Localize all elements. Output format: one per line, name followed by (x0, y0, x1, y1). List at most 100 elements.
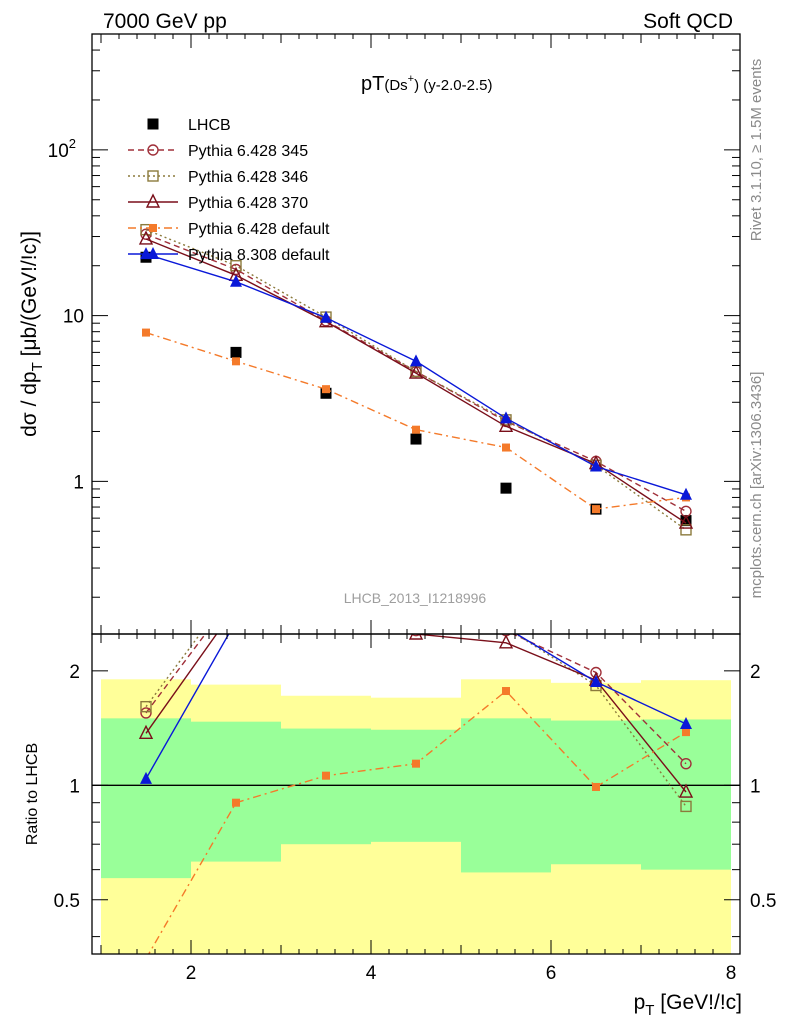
legend-marker-pythia-6-428-370 (145, 193, 161, 208)
rivet-version-label: Rivet 3.1.10, ≥ 1.5M events (748, 59, 765, 242)
legend-label-lhcb: LHCB (188, 117, 231, 134)
series-line-pythia-6-428-370 (145, 238, 687, 524)
data-point-pythia-6-428-370-7 (678, 514, 694, 529)
data-point-pythia-6-428-345-2 (231, 588, 241, 598)
legend-marker-pythia-6-428-default (149, 224, 157, 232)
data-point-pythia-6-428-default-2 (232, 798, 240, 807)
data-point-pythia-6-428-346-2 (231, 581, 241, 591)
data-point-pythia-6-428-default-1 (142, 328, 150, 337)
green-band-5 (461, 718, 551, 873)
data-point-pythia-6-428-default-5 (502, 687, 510, 696)
data-point-pythia-8-308-default-2 (230, 614, 242, 626)
data-point-pythia-6-428-370-4 (408, 364, 424, 379)
data-point-pythia-6-428-default-1 (142, 955, 150, 963)
data-point-pythia-6-428-345-7 (680, 757, 692, 770)
legend-marker-pythia-8-308-default (147, 247, 159, 259)
green-band-3 (281, 728, 371, 845)
main-y-tick-label-1: 1 (73, 472, 84, 493)
legend-entry-lhcb: LHCB (147, 117, 231, 134)
header-right: Soft QCD (643, 10, 733, 33)
data-point-pythia-6-428-346-3 (321, 604, 331, 614)
data-point-pythia-6-428-370-4 (408, 634, 424, 640)
axis-ticks: 2 4 6 8 1 10 102 0.5 0.5 1 1 2 2 (48, 33, 776, 984)
legend: LHCB Pythia 6.428 345 Pythia 6.428 346 Pyth… (128, 117, 330, 264)
series-pythia-6-428-default (142, 687, 690, 963)
data-point-pythia-6-428-346-4 (411, 623, 421, 633)
data-point-lhcb-7 (680, 515, 692, 527)
x-tick-label-6: 6 (546, 963, 557, 984)
data-point-lhcb-4 (410, 433, 422, 445)
x-axis-label: pT [GeV!/!c] (634, 991, 742, 1019)
data-point-lhcb-5 (500, 482, 512, 494)
data-point-pythia-6-428-345-4 (411, 634, 421, 637)
ratio-y-axis-label: Ratio to LHCB (24, 743, 41, 845)
green-band-7 (641, 719, 731, 870)
ratio-y-tick-label-right-1: 0.5 (750, 891, 776, 912)
x-tick-label-4: 4 (366, 963, 377, 984)
data-point-pythia-6-428-default-3 (322, 385, 330, 394)
data-point-pythia-8-308-default-5 (500, 621, 512, 633)
data-point-pythia-6-428-370-5 (498, 634, 514, 649)
data-point-pythia-8-308-default-4 (410, 354, 422, 367)
ratio-y-tick-label-right-3: 2 (750, 662, 761, 683)
data-point-pythia-8-308-default-3 (320, 310, 332, 323)
ratio-uncertainty-bands (92, 679, 740, 954)
data-point-pythia-8-308-default-6 (590, 674, 602, 687)
data-point-lhcb-3 (320, 387, 332, 399)
ratio-y-tick-label-left-3: 2 (69, 662, 80, 683)
data-point-pythia-6-428-default-3 (322, 771, 330, 780)
legend-entry-pythia-8-308-default: Pythia 8.308 default (128, 247, 330, 264)
main-y-tick-label-3: 102 (48, 136, 76, 162)
data-point-pythia-6-428-default-2 (232, 357, 240, 366)
data-point-pythia-6-428-370-5 (498, 417, 514, 432)
data-point-pythia-6-428-370-7 (678, 783, 694, 798)
data-point-pythia-6-428-345-1 (140, 707, 152, 719)
mcplots-reference-label: mcplots.cern.ch [arXiv:1306.3436] (748, 372, 765, 599)
series-lhcb (140, 251, 692, 527)
main-series-layer (138, 223, 694, 536)
green-band-6 (551, 720, 641, 865)
data-point-pythia-6-428-346-1 (140, 700, 152, 713)
legend-label-pythia-6-428-370: Pythia 6.428 370 (188, 195, 308, 212)
legend-entry-pythia-6-428-345: Pythia 6.428 345 (128, 143, 308, 160)
legend-entry-pythia-6-428-default: Pythia 6.428 default (128, 221, 330, 238)
data-point-pythia-6-428-default-7 (682, 728, 690, 737)
data-point-pythia-6-428-370-1 (138, 724, 154, 740)
legend-marker-lhcb (147, 118, 159, 130)
data-point-pythia-6-428-346-7 (680, 800, 692, 813)
data-point-pythia-6-428-370-3 (320, 614, 332, 626)
data-point-pythia-6-428-default-6 (592, 505, 600, 514)
data-point-pythia-6-428-345-3 (321, 613, 331, 623)
legend-label-pythia-8-308-default: Pythia 8.308 default (188, 247, 330, 264)
analysis-watermark: LHCB_2013_I1218996 (344, 590, 487, 606)
legend-label-pythia-6-428-345: Pythia 6.428 345 (188, 143, 308, 160)
series-pythia-6-428-346 (140, 223, 692, 536)
data-point-pythia-8-308-default-1 (140, 771, 152, 784)
data-point-pythia-6-428-default-4 (412, 425, 420, 434)
data-point-pythia-8-308-default-6 (590, 459, 602, 472)
green-band-2 (191, 721, 281, 862)
x-tick-label-2: 2 (186, 963, 197, 984)
data-point-pythia-8-308-default-3 (320, 605, 332, 617)
data-point-pythia-6-428-default-5 (502, 443, 510, 452)
data-point-pythia-6-428-370-1 (138, 230, 154, 245)
ratio-frame (91, 633, 741, 955)
data-point-pythia-6-428-default-4 (412, 759, 420, 768)
green-band-1 (101, 718, 191, 879)
data-point-pythia-6-428-346-2 (230, 260, 242, 272)
legend-marker-pythia-6-428-345 (147, 144, 159, 156)
data-point-pythia-6-428-370-2 (230, 600, 242, 612)
legend-label-pythia-6-428-346: Pythia 6.428 346 (188, 169, 308, 186)
legend-entry-pythia-6-428-346: Pythia 6.428 346 (128, 169, 308, 186)
series-pythia-6-428-370 (138, 230, 694, 529)
legend-label-pythia-6-428-default: Pythia 6.428 default (188, 221, 330, 238)
main-y-tick-label-2: 10 (63, 307, 84, 328)
legend-marker-pythia-6-428-346 (147, 170, 159, 182)
data-point-pythia-8-308-default-7 (680, 487, 692, 500)
data-point-pythia-6-428-default-6 (592, 782, 600, 791)
series-pythia-8-308-default (140, 605, 692, 784)
ratio-y-tick-label-right-2: 1 (750, 776, 761, 797)
ratio-y-tick-label-left-1: 0.5 (54, 891, 80, 912)
